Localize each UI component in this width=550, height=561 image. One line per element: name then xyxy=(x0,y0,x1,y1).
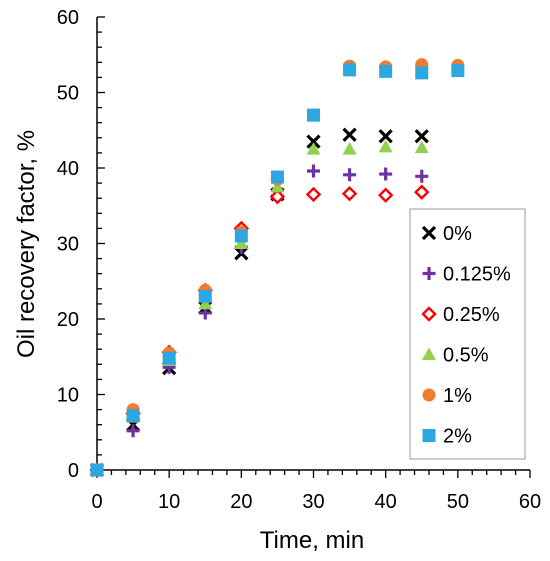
legend-marker xyxy=(422,429,436,442)
data-point xyxy=(307,108,320,122)
data-point xyxy=(414,184,430,200)
legend-marker xyxy=(422,388,436,402)
y-tick-label: 40 xyxy=(57,158,79,180)
y-tick-label: 60 xyxy=(57,7,79,29)
series-1- xyxy=(90,58,465,477)
data-point xyxy=(126,409,140,423)
y-axis-title: Oil recovery factor, % xyxy=(13,130,40,358)
legend-label: 0.5% xyxy=(443,345,489,367)
data-point xyxy=(234,229,248,243)
data-point xyxy=(305,186,322,203)
x-tick-label: 20 xyxy=(230,491,252,513)
data-point xyxy=(451,64,465,78)
legend-label: 0% xyxy=(443,223,472,245)
x-tick-label: 10 xyxy=(158,491,180,513)
data-point xyxy=(198,296,213,310)
legend-box xyxy=(409,208,526,460)
legend-label: 1% xyxy=(443,385,472,407)
data-point xyxy=(270,179,285,193)
data-point xyxy=(414,129,429,144)
data-point xyxy=(341,185,358,202)
data-point xyxy=(378,129,393,144)
y-tick-label: 0 xyxy=(68,460,79,482)
legend-marker xyxy=(422,267,436,280)
y-tick-label: 10 xyxy=(57,385,79,407)
x-tick-label: 0 xyxy=(91,491,102,513)
data-point xyxy=(378,139,393,153)
x-tick-label: 60 xyxy=(519,491,541,513)
x-axis-ticks: 0 10 20 30 40 50 60 xyxy=(91,470,541,513)
data-point xyxy=(343,63,357,77)
legend-label: 0.125% xyxy=(443,264,511,286)
data-marks xyxy=(89,58,465,478)
data-point xyxy=(415,169,429,183)
data-point xyxy=(377,187,394,203)
x-axis-title: Time, min xyxy=(260,527,364,554)
data-point xyxy=(342,142,357,155)
x-tick-label: 40 xyxy=(375,491,397,513)
data-point xyxy=(414,140,429,154)
data-point xyxy=(269,188,286,205)
data-point xyxy=(270,170,284,184)
legend-marker xyxy=(421,306,437,322)
data-point xyxy=(379,64,393,78)
data-point xyxy=(198,289,212,303)
series-0-25- xyxy=(89,184,430,478)
series-0-5- xyxy=(90,139,429,476)
y-tick-label: 20 xyxy=(57,309,79,331)
data-point xyxy=(343,168,357,182)
legend-marker xyxy=(421,225,437,241)
x-tick-label: 50 xyxy=(447,491,469,513)
legend-label: 2% xyxy=(443,426,472,448)
data-point xyxy=(379,167,393,181)
y-tick-label: 30 xyxy=(57,234,79,256)
series-0- xyxy=(89,127,429,478)
legend: 0% 0.125% 0.25% 0.5% 1% 2% xyxy=(409,208,526,460)
x-tick-label: 30 xyxy=(302,491,324,513)
data-point xyxy=(126,424,140,438)
series-2- xyxy=(90,63,465,477)
data-point xyxy=(307,164,320,178)
data-point xyxy=(342,127,357,142)
data-point xyxy=(162,351,176,365)
data-point xyxy=(306,142,321,155)
data-point xyxy=(306,134,321,149)
series-0-125- xyxy=(90,164,429,477)
y-tick-label: 50 xyxy=(57,83,79,105)
legend-label: 0.25% xyxy=(443,304,500,326)
data-point xyxy=(90,463,104,477)
data-point xyxy=(415,66,429,80)
y-axis-ticks: 0 10 20 30 40 50 60 xyxy=(57,7,105,482)
data-point xyxy=(234,236,249,249)
legend-marker xyxy=(422,347,436,360)
